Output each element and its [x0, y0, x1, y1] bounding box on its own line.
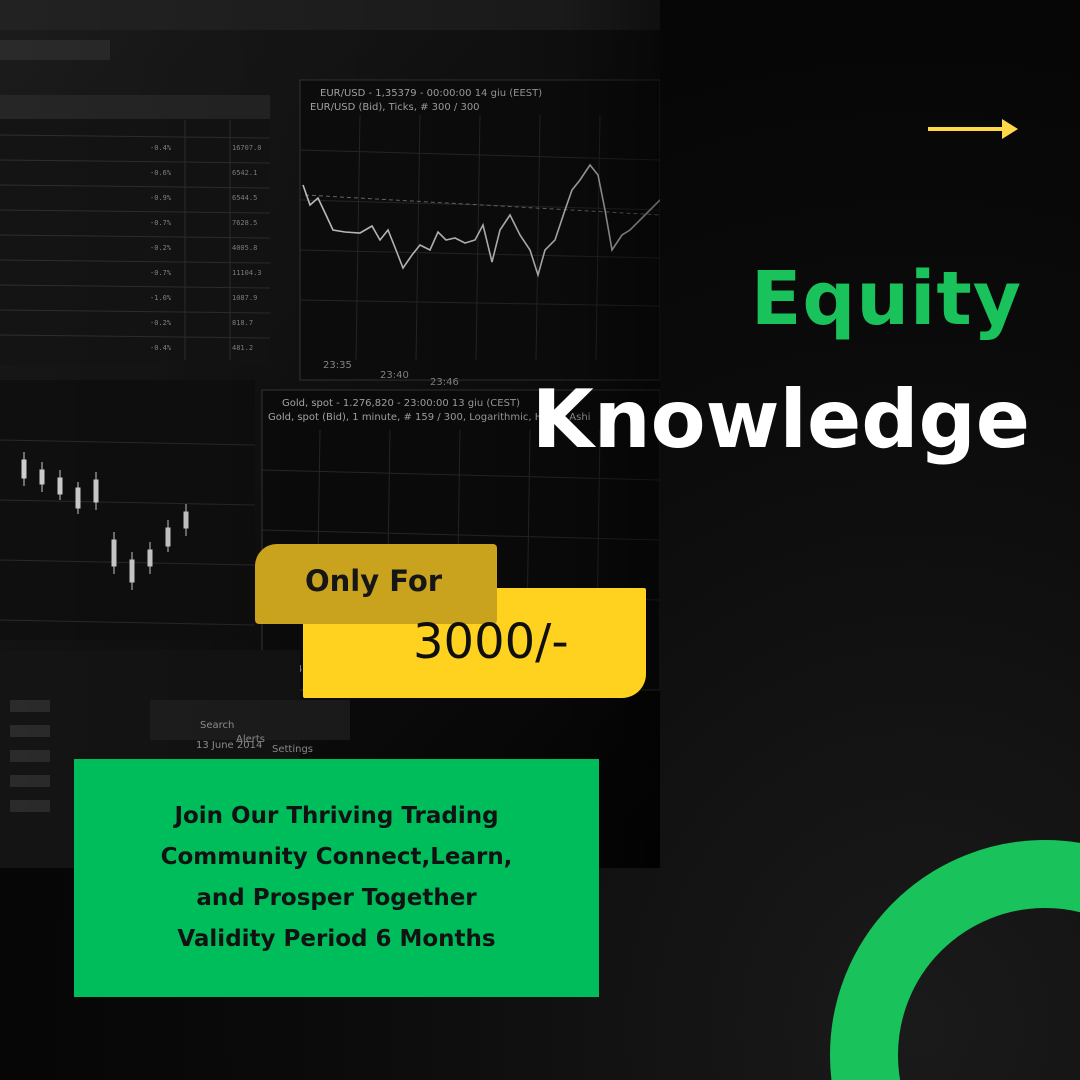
headline-equity: Equity	[750, 256, 1022, 342]
info-line-3: and Prosper Together	[196, 885, 477, 911]
info-line-1: Join Our Thriving Trading	[174, 803, 499, 829]
trading-screen-photo: -0.4%16707.0 -0.6%6542.1 -0.9%6544.5 -0.…	[0, 0, 660, 868]
offer-label: Only For	[305, 564, 443, 598]
price-label-background	[255, 544, 497, 624]
info-line-2: Community Connect,Learn,	[160, 844, 513, 870]
offer-price: 3000/-	[413, 614, 569, 670]
decorative-ring	[830, 840, 1080, 1080]
trading-screen-graphic: -0.4%16707.0 -0.6%6542.1 -0.9%6544.5 -0.…	[0, 0, 660, 868]
info-box: Join Our Thriving Trading Community Conn…	[74, 759, 599, 997]
info-line-4: Validity Period 6 Months	[177, 926, 496, 952]
arrow-right-icon	[928, 119, 1018, 139]
headline-knowledge: Knowledge	[531, 373, 1030, 466]
